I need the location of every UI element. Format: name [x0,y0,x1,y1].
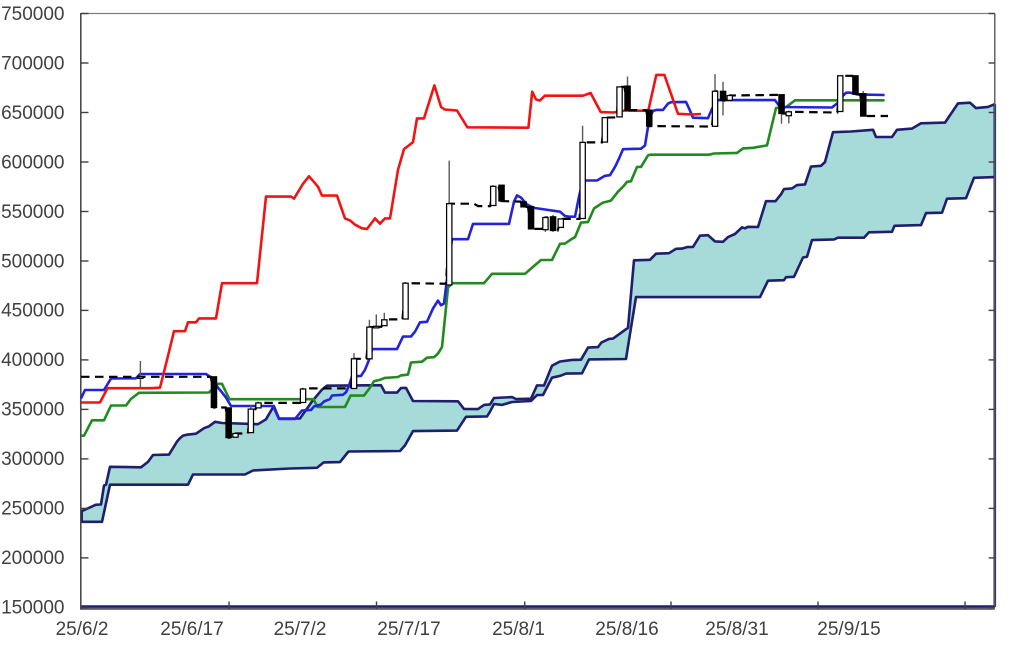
svg-text:150000: 150000 [1,598,64,619]
svg-text:250000: 250000 [1,499,64,520]
svg-text:300000: 300000 [1,449,64,470]
svg-text:500000: 500000 [1,251,64,272]
svg-text:25/9/15: 25/9/15 [817,619,880,640]
svg-text:25/6/2: 25/6/2 [56,619,109,640]
svg-text:25/7/2: 25/7/2 [274,619,327,640]
svg-text:25/8/1: 25/8/1 [492,619,545,640]
svg-text:25/8/31: 25/8/31 [705,619,768,640]
svg-text:750000: 750000 [1,4,64,25]
svg-text:550000: 550000 [1,202,64,223]
svg-text:400000: 400000 [1,350,64,371]
svg-text:25/6/17: 25/6/17 [160,619,223,640]
svg-text:700000: 700000 [1,53,64,74]
svg-text:200000: 200000 [1,548,64,569]
svg-text:350000: 350000 [1,400,64,421]
svg-text:25/8/16: 25/8/16 [595,619,658,640]
svg-text:600000: 600000 [1,152,64,173]
svg-text:650000: 650000 [1,103,64,124]
svg-text:25/7/17: 25/7/17 [377,619,440,640]
svg-text:450000: 450000 [1,301,64,322]
